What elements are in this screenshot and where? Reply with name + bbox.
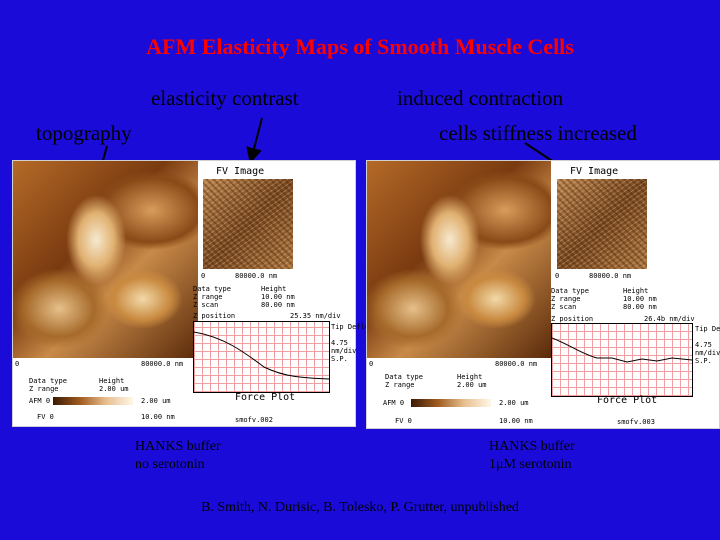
topo-zero: 0 bbox=[369, 360, 374, 368]
z-range-label: Z range bbox=[193, 293, 223, 301]
tip-deflection-value: 4.75 bbox=[695, 341, 712, 349]
topo-zero: 0 bbox=[15, 360, 20, 368]
elasticity-image bbox=[557, 179, 647, 269]
afm-color-bar bbox=[53, 397, 133, 405]
afm-panel-right: 0 80000.0 nm FV Image 0 80000.0 nm Data … bbox=[366, 160, 720, 429]
bottom-type-value: Height bbox=[457, 373, 483, 381]
bottom-range-value: 2.00 um bbox=[457, 381, 487, 389]
fv-scale-label: FV 0 bbox=[395, 417, 412, 425]
afm-scale-label: AFM 0 bbox=[383, 399, 405, 407]
setpoint-label: S.P. bbox=[331, 355, 348, 363]
force-plot-title: Force Plot bbox=[235, 392, 296, 403]
force-plot-title: Force Plot bbox=[597, 395, 658, 406]
z-position-value: 25.35 nm/div bbox=[290, 312, 341, 320]
z-position-label: Z position bbox=[551, 315, 594, 323]
citation: B. Smith, N. Durisic, B. Tolesko, P. Gru… bbox=[201, 500, 519, 515]
z-range-label: Z range bbox=[551, 295, 581, 303]
tip-deflection-label: Tip Deflc bbox=[331, 323, 369, 331]
z-range-value: 10.00 nm bbox=[623, 295, 657, 303]
topo-scale: 80000.0 nm bbox=[495, 360, 538, 368]
caption-right-line1: HANKS buffer bbox=[489, 439, 575, 454]
arrow-elasticity bbox=[246, 117, 263, 164]
bottom-type-label: Data type bbox=[385, 373, 423, 381]
fv-scale-right: 80000.0 nm bbox=[589, 272, 632, 280]
fv-scale-left: 0 bbox=[555, 272, 560, 280]
z-scan-value: 80.00 nm bbox=[623, 303, 657, 311]
afm-scale-value: 2.00 um bbox=[499, 399, 529, 407]
force-plot-area bbox=[193, 321, 330, 393]
z-scan-value: 80.00 nm bbox=[261, 301, 295, 309]
topo-scale: 80000.0 nm bbox=[141, 360, 184, 368]
data-type-label: Data type bbox=[551, 287, 589, 295]
fv-scale-label: FV 0 bbox=[37, 413, 54, 421]
z-scan-label: Z scan bbox=[193, 301, 219, 309]
afm-scale-value: 2.00 um bbox=[141, 397, 171, 405]
tip-deflection-unit: nm/div bbox=[695, 349, 720, 357]
fv-image-title: FV Image bbox=[216, 166, 265, 177]
caption-left-line2: no serotonin bbox=[135, 457, 205, 472]
data-type-label: Data type bbox=[193, 285, 231, 293]
topography-image bbox=[13, 161, 198, 358]
bottom-range-label: Z range bbox=[29, 385, 59, 393]
label-topography: topography bbox=[36, 121, 132, 145]
label-induced-contraction: induced contraction bbox=[397, 86, 564, 110]
afm-scale-label: AFM 0 bbox=[29, 397, 51, 405]
z-range-value: 10.00 nm bbox=[261, 293, 295, 301]
bottom-range-label: Z range bbox=[385, 381, 415, 389]
caption-right-line2: 1μM serotonin bbox=[489, 457, 572, 472]
bottom-type-value: Height bbox=[99, 377, 125, 385]
setpoint-label: S.P. bbox=[695, 357, 712, 365]
bottom-range-value: 2.00 um bbox=[99, 385, 129, 393]
elasticity-image bbox=[203, 179, 293, 269]
bottom-type-label: Data type bbox=[29, 377, 67, 385]
z-position-value: 26.4b nm/div bbox=[644, 315, 695, 323]
force-plot-area bbox=[551, 323, 693, 397]
data-type-value: Height bbox=[261, 285, 287, 293]
label-elasticity-contrast: elasticity contrast bbox=[151, 86, 299, 110]
slide-title: AFM Elasticity Maps of Smooth Muscle Cel… bbox=[146, 34, 574, 59]
fv-scale-left: 0 bbox=[201, 272, 206, 280]
fv-scale-right: 80000.0 nm bbox=[235, 272, 278, 280]
tip-deflection-value: 4.75 bbox=[331, 339, 348, 347]
topography-image bbox=[367, 161, 551, 358]
fv-scale-value: 10.00 nm bbox=[499, 417, 533, 425]
force-curve bbox=[193, 331, 330, 380]
tip-deflection-unit: nm/div bbox=[331, 347, 357, 355]
afm-color-bar bbox=[411, 399, 491, 407]
afm-panel-left: 0 80000.0 nm FV Image 0 80000.0 nm Data … bbox=[12, 160, 369, 427]
tip-deflection-label: Tip Deflc bbox=[695, 325, 720, 333]
caption-left-line1: HANKS buffer bbox=[135, 439, 221, 454]
label-stiffness-increased: cells stiffness increased bbox=[439, 121, 637, 145]
file-name: smofv.002 bbox=[235, 416, 273, 424]
z-position-label: Z position bbox=[193, 312, 236, 320]
file-name: smofv.003 bbox=[617, 418, 655, 426]
force-curve bbox=[551, 337, 693, 363]
fv-image-title: FV Image bbox=[570, 166, 619, 177]
z-scan-label: Z scan bbox=[551, 303, 577, 311]
fv-scale-value: 10.00 nm bbox=[141, 413, 175, 421]
data-type-value: Height bbox=[623, 287, 649, 295]
